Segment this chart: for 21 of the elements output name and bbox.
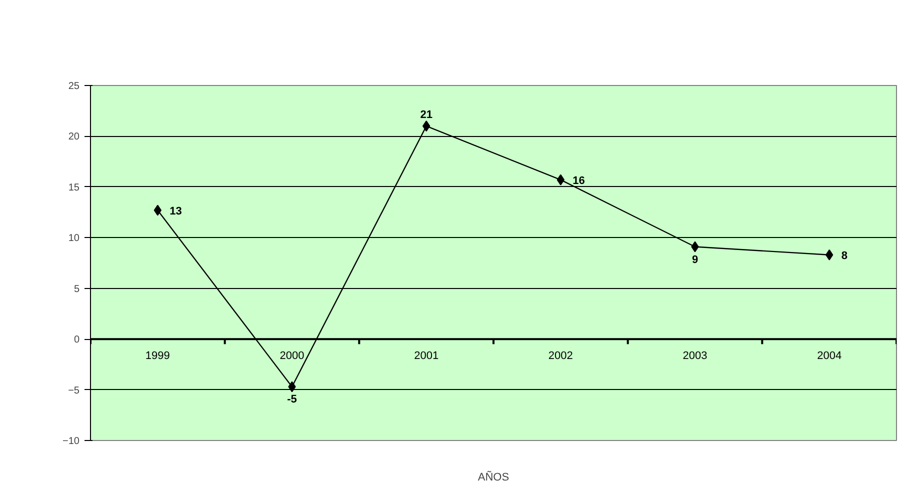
y-tick-label: −10 (62, 436, 80, 447)
x-axis-title: AÑOS (478, 470, 510, 484)
data-label: 16 (572, 174, 585, 187)
y-tick-label: 10 (68, 233, 80, 244)
data-label: 9 (692, 254, 698, 266)
x-tick-label: 2002 (548, 350, 573, 362)
data-label: 13 (170, 205, 182, 218)
data-label: 21 (420, 109, 432, 122)
x-tick-label: 2001 (414, 350, 439, 362)
x-tick-label: 1999 (145, 350, 170, 362)
y-tick-label: 25 (68, 81, 80, 92)
x-tick-label: 2000 (280, 350, 304, 362)
x-tick-label: 2004 (817, 350, 842, 362)
data-label: -5 (287, 394, 297, 406)
x-tick-label: 2003 (682, 350, 708, 362)
y-tick-label: 20 (68, 132, 80, 143)
y-tick-label: 5 (74, 284, 80, 295)
y-tick-label: 15 (68, 182, 80, 194)
data-label: 8 (841, 250, 848, 262)
y-tick-label: 0 (74, 334, 80, 346)
y-tick-label: −5 (68, 385, 80, 396)
